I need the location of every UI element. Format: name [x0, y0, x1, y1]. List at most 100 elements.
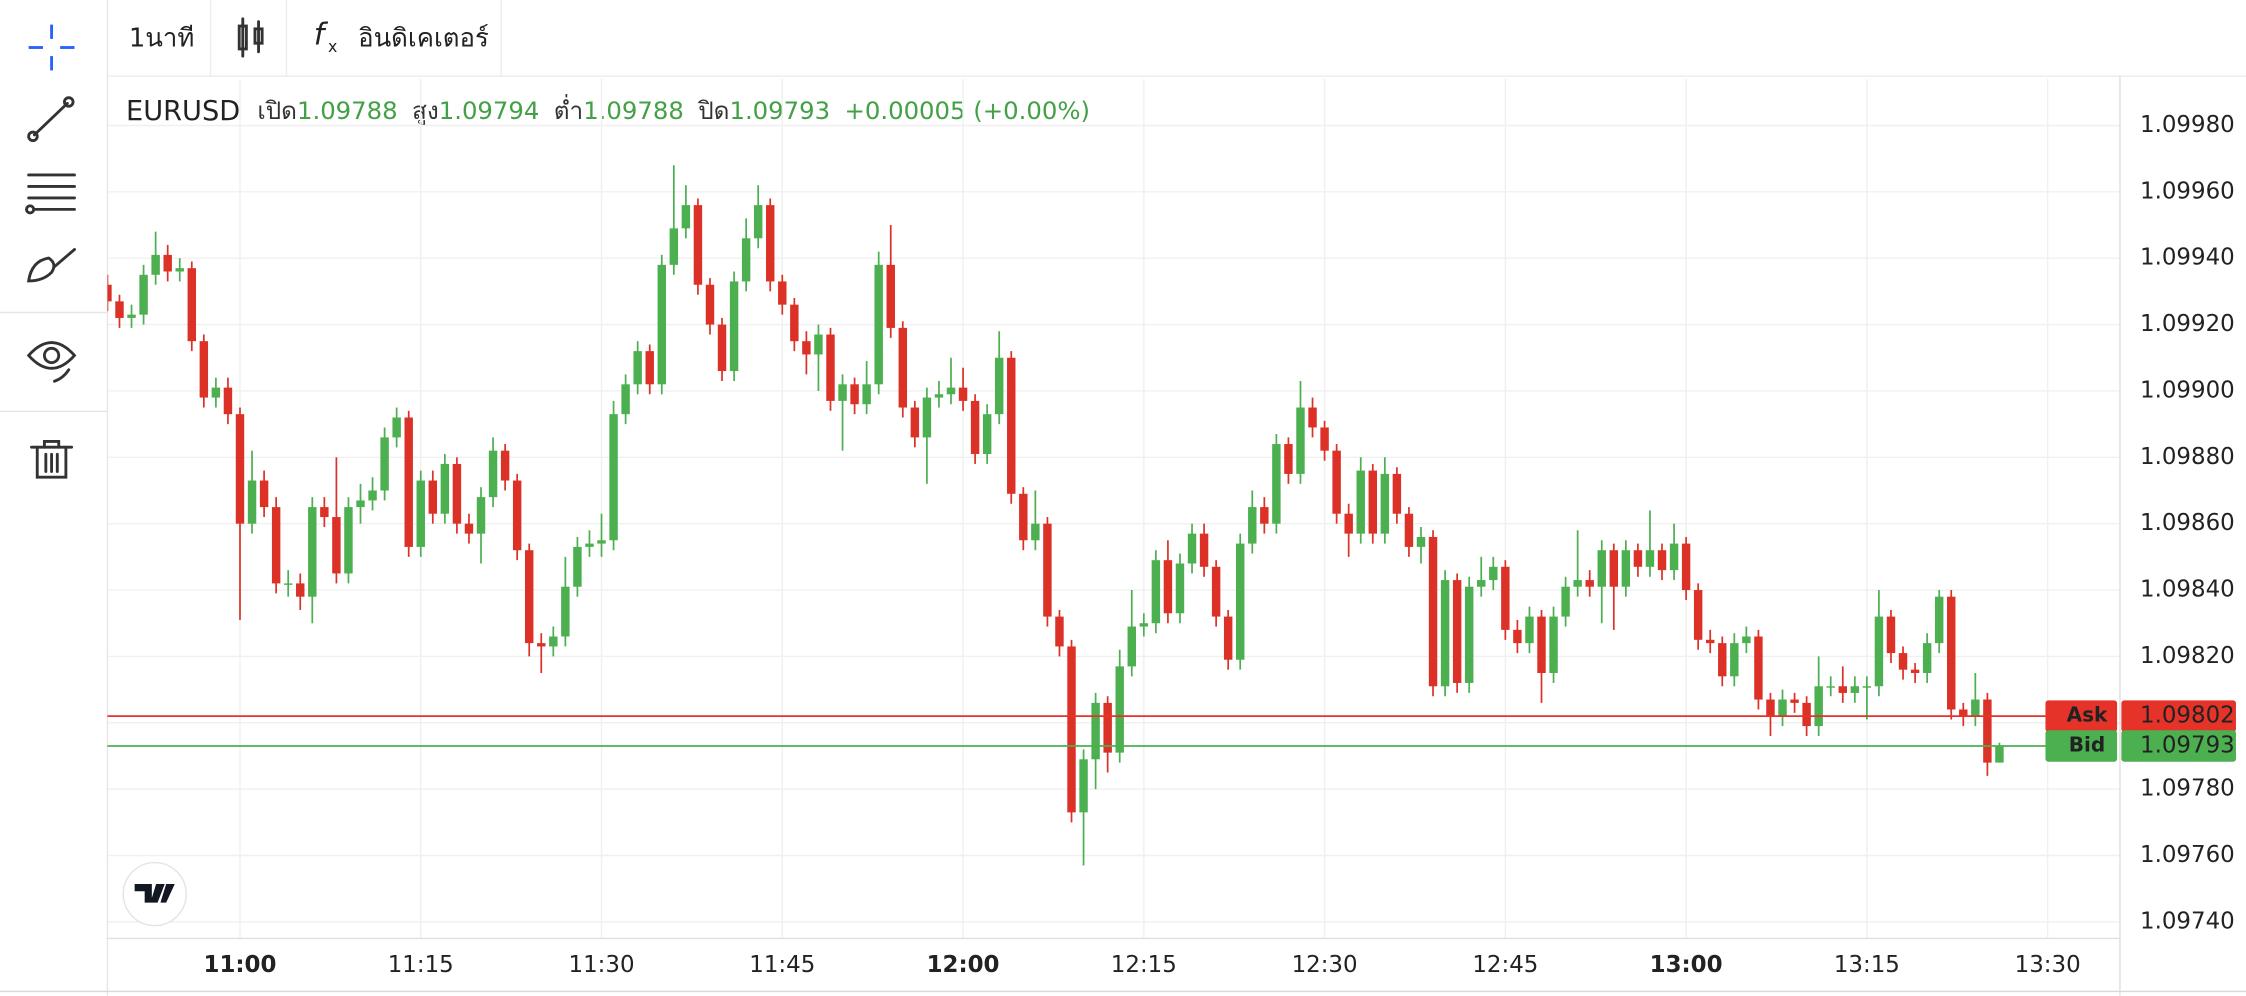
- candle-body: [669, 228, 679, 265]
- x-tick-label: 13:15: [1834, 952, 1900, 978]
- candle-body: [1368, 470, 1378, 534]
- candle-body: [211, 387, 221, 398]
- candle-body: [561, 586, 570, 637]
- trendline-tool[interactable]: [27, 96, 75, 143]
- brush-tool[interactable]: [26, 248, 76, 283]
- y-tick-label: 1.09960: [2140, 178, 2235, 204]
- candle-body: [1248, 507, 1257, 544]
- candle-body: [1284, 444, 1293, 474]
- bid-tag: [2045, 730, 2118, 762]
- y-tick-label: 1.09820: [2140, 643, 2235, 669]
- crosshair-tool[interactable]: [28, 24, 75, 71]
- y-tick-label: 1.09880: [2140, 444, 2235, 470]
- chart-type-button[interactable]: [237, 17, 264, 58]
- candle-body: [970, 400, 980, 454]
- candle-body: [1850, 686, 1860, 693]
- candle-body: [1320, 427, 1329, 451]
- candle-body: [549, 636, 558, 647]
- candle-body: [187, 268, 197, 342]
- candle-body: [1067, 646, 1076, 813]
- open-label: เปิด: [257, 96, 297, 125]
- candle-body: [693, 205, 703, 285]
- candle-body: [344, 507, 353, 574]
- candle-body: [1561, 586, 1570, 617]
- candle-body: [107, 284, 112, 302]
- high-label: สูง: [412, 96, 439, 126]
- candle-body: [1573, 580, 1582, 587]
- interval-button[interactable]: 1นาที: [129, 23, 194, 53]
- candle-body: [235, 414, 245, 524]
- candle-body: [753, 205, 763, 239]
- low-value: 1.09788: [583, 96, 684, 125]
- candle-body: [874, 264, 883, 385]
- candle-body: [1416, 536, 1426, 547]
- candle-body: [151, 254, 160, 275]
- candle-body: [1380, 473, 1390, 534]
- candle-body: [705, 284, 715, 325]
- candle-body: [657, 264, 666, 385]
- tradingview-logo[interactable]: [122, 861, 187, 927]
- y-tick-label: 1.09920: [2140, 311, 2235, 337]
- y-tick-label: 1.09740: [2140, 908, 2235, 934]
- candle-body: [1718, 643, 1727, 677]
- x-tick-label: 13:30: [2015, 952, 2081, 978]
- ask-price: 1.09802: [2140, 703, 2235, 729]
- candle-body: [826, 334, 835, 401]
- y-tick-label: 1.09940: [2140, 245, 2235, 271]
- x-tick-label: 12:00: [927, 952, 1000, 978]
- candle-body: [163, 254, 172, 272]
- candle-body: [934, 394, 944, 398]
- candle-body: [621, 384, 630, 415]
- candle-body: [1440, 580, 1450, 687]
- candle-body: [1681, 543, 1691, 591]
- candle-body: [1223, 616, 1233, 660]
- x-tick-label: 11:30: [569, 952, 635, 978]
- open-value: 1.09788: [297, 96, 398, 125]
- candle-body: [1766, 699, 1775, 717]
- candle-body: [452, 463, 462, 524]
- y-tick-label: 1.09900: [2140, 377, 2235, 403]
- delete-tool[interactable]: [30, 439, 74, 479]
- candle-body: [1742, 636, 1751, 644]
- candle-body: [958, 387, 968, 401]
- visibility-tool[interactable]: [26, 341, 77, 383]
- candle-body: [1007, 357, 1016, 494]
- candle-body: [717, 324, 727, 372]
- candle-body: [1657, 550, 1667, 571]
- candle-body: [296, 583, 305, 597]
- candle-body: [1525, 616, 1534, 644]
- candle-body: [127, 314, 136, 318]
- indicators-button[interactable]: อินดิเคเตอร์: [358, 23, 489, 53]
- candle-body: [645, 351, 654, 385]
- candle-body: [1344, 513, 1353, 534]
- candle-body: [1103, 702, 1112, 753]
- candle-body: [1886, 616, 1896, 654]
- candle-body: [1452, 580, 1462, 683]
- candle-body: [1730, 643, 1739, 677]
- candle-body: [1693, 590, 1703, 640]
- candle-body: [428, 480, 438, 514]
- candle-body: [1971, 699, 1980, 717]
- candle-body: [802, 341, 811, 355]
- indicator-icon-sub: x: [328, 37, 337, 56]
- ask-price-tag: [2121, 700, 2236, 732]
- candle-body: [1043, 523, 1052, 617]
- candle-body: [1031, 523, 1040, 541]
- y-tick-label: 1.09780: [2140, 776, 2235, 802]
- candle-body: [633, 351, 642, 385]
- ask-tag: [2045, 700, 2118, 732]
- candle-body: [946, 387, 956, 395]
- candle-body: [1621, 550, 1631, 587]
- candle-body: [1272, 444, 1281, 524]
- candle-body: [308, 507, 317, 597]
- ohlc-header: EURUSD เปิด1.09788 สูง1.09794 ต่ำ1.09788 ปิด…: [126, 94, 1090, 127]
- fib-tool[interactable]: [25, 173, 76, 215]
- x-tick-label: 11:15: [388, 952, 454, 978]
- candle-body: [1934, 596, 1944, 644]
- candle-body: [1187, 533, 1197, 564]
- candle-body: [1790, 699, 1799, 703]
- candle-body: [1477, 580, 1486, 587]
- candle-body: [476, 497, 486, 534]
- candle-body: [681, 205, 691, 229]
